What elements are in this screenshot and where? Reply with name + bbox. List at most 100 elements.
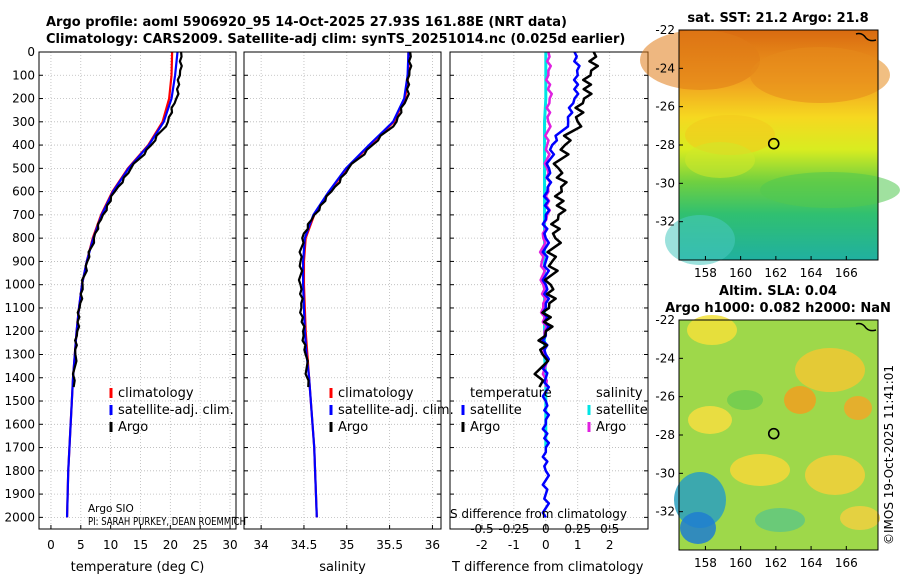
difference-salinity-legend-label: satellite (596, 403, 648, 418)
tick-label-y: 500 (12, 161, 35, 175)
salinity-legend-label: Argo (338, 420, 368, 435)
salinity-legend-label: satellite-adj. clim. (338, 403, 454, 418)
temperature-axes (38, 51, 237, 530)
imos-watermark: ©IMOS 19-Oct-2025 11:41:01 (882, 365, 896, 545)
sla-map-tick-label-y: -26 (655, 390, 675, 404)
tick-label-y: 1400 (4, 371, 35, 385)
tick-label-y: 600 (12, 185, 35, 199)
tick-label-y: 1500 (4, 394, 35, 408)
difference-top-tick-label: 0.25 (564, 522, 591, 536)
difference-top-tick-label: -0.25 (498, 522, 529, 536)
sla-field-patch (840, 506, 880, 530)
sla-map-tick-label-x: 160 (729, 556, 752, 570)
tick-label-y: 1600 (4, 417, 35, 431)
difference-temperature-argo-line (533, 51, 600, 388)
tick-label-x: 35 (339, 538, 354, 552)
sla-map-tick-label-x: 166 (835, 556, 858, 570)
sst-map-tick-label-y: -28 (655, 138, 675, 152)
sst-field-patch (665, 215, 735, 265)
sla-field-patch (687, 315, 737, 345)
sla-map-tick-label-y: -32 (655, 505, 675, 519)
difference-top-tick-label: -0.5 (470, 522, 493, 536)
tick-label-x: 10 (103, 538, 118, 552)
sla-field-patch (844, 396, 872, 420)
temperature-legend-label: Argo (118, 420, 148, 435)
sst-map-field (640, 30, 900, 265)
tick-label-x: 5 (77, 538, 85, 552)
figure-title-line-2: Climatology: CARS2009. Satellite-adj cli… (46, 32, 626, 47)
difference-xlabel: T difference from climatology (451, 560, 644, 575)
footer-argo-sio: Argo SIO (88, 503, 134, 515)
salinity-xlabel: salinity (319, 560, 366, 575)
salinity-grid: 34 34.5 35 35.5 36 (244, 51, 441, 552)
sst-field-patch (640, 30, 760, 90)
sla-map-tick-label-y: -28 (655, 428, 675, 442)
tick-label-y: 900 (12, 254, 35, 268)
sst-map-argo-marker (767, 137, 780, 150)
tick-label-y: 2000 (4, 510, 35, 524)
tick-label-x: 34 (253, 538, 268, 552)
difference-temperature-legend-label: satellite (470, 403, 522, 418)
difference-top-tick-label: 0 (542, 522, 550, 536)
difference-temperature-satellite-line (541, 51, 581, 519)
difference-temperature-legend-label: Argo (470, 420, 500, 435)
sst-map-tick-label-y: -32 (655, 215, 675, 229)
tick-label-x: 15 (133, 538, 148, 552)
sla-field-patch (784, 386, 816, 414)
tick-label-y: 1300 (4, 347, 35, 361)
tick-label-x: 1 (574, 538, 582, 552)
sla-map-tick-label-x: 162 (764, 556, 787, 570)
tick-label-y: 1700 (4, 441, 35, 455)
sst-field-patch (750, 47, 890, 103)
tick-label-y: 1800 (4, 464, 35, 478)
salinity-argo-line (297, 51, 413, 388)
sla-field-patch (755, 508, 805, 532)
sla-map-title-line-1: Altim. SLA: 0.04 (719, 284, 837, 299)
sst-map-tick-label-x: 162 (764, 266, 787, 280)
tick-label-x: 36 (425, 538, 440, 552)
sla-map-tick-label-x: 164 (800, 556, 823, 570)
footer-pi: PI: SARAH PURKEY, DEAN ROEMMICH (88, 516, 246, 528)
tick-label-x: -1 (508, 538, 520, 552)
tick-label-x: 25 (193, 538, 208, 552)
tick-label-y: 300 (12, 115, 35, 129)
tick-label-y: 0 (27, 45, 35, 59)
temperature-grid: 0 5 10 15 20 25 300100200300400500600700800900… (4, 45, 237, 552)
sst-map-tick-label-x: 158 (694, 266, 717, 280)
temperature-legend-label: satellite-adj. clim. (118, 403, 234, 418)
difference-top-tick-label: 0.5 (600, 522, 619, 536)
tick-label-x: 35.5 (376, 538, 403, 552)
sla-field-patch (688, 406, 732, 434)
salinity-satellite-line (302, 51, 410, 518)
sla-field-patch (680, 512, 716, 544)
tick-label-y: 800 (12, 231, 35, 245)
sla-map-tick-label-y: -22 (655, 313, 675, 327)
temperature-xlabel: temperature (deg C) (71, 560, 205, 575)
sst-map-coastline (855, 32, 877, 42)
tick-label-x: -2 (476, 538, 488, 552)
difference-legend-salinity-title: salinity (596, 386, 643, 401)
sla-map-tick-label-y: -24 (655, 351, 675, 365)
tick-label-y: 200 (12, 92, 35, 106)
sst-map-tick-label-y: -22 (655, 23, 675, 37)
temperature-legend-label: climatology (118, 386, 194, 401)
sla-map-argo-marker (767, 427, 780, 440)
tick-label-y: 1900 (4, 487, 35, 501)
tick-label-x: 0 (542, 538, 550, 552)
sst-map-tick-label-y: -26 (655, 100, 675, 114)
tick-label-y: 1200 (4, 324, 35, 338)
sst-map-title: sat. SST: 21.2 Argo: 21.8 (687, 11, 868, 26)
sla-field-patch (727, 390, 763, 410)
temperature-argo-line (71, 51, 183, 388)
difference-salinity-legend-label: Argo (596, 420, 626, 435)
tick-label-x: 20 (163, 538, 178, 552)
difference-axes (449, 51, 649, 530)
sla-map-title-line-2: Argo h1000: 0.082 h2000: NaN (665, 301, 891, 316)
tick-label-y: 700 (12, 208, 35, 222)
sla-field-patch (795, 348, 865, 392)
sst-field-patch (685, 142, 755, 178)
sst-map-tick-label-x: 160 (729, 266, 752, 280)
sla-map-tick-label-y: -30 (655, 466, 675, 480)
sla-map-coastline (855, 322, 877, 332)
